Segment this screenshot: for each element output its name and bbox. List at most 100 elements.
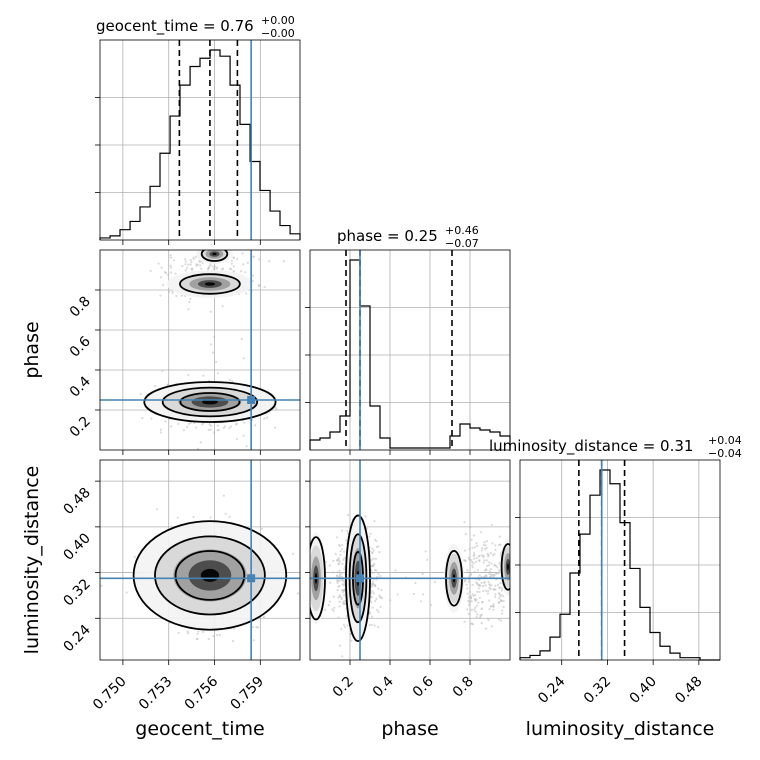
sample-point bbox=[167, 290, 171, 293]
sample-point bbox=[350, 639, 353, 642]
sample-point bbox=[216, 424, 219, 427]
sample-point bbox=[153, 385, 157, 388]
sample-point bbox=[340, 588, 344, 592]
sample-point bbox=[483, 548, 487, 551]
sample-point bbox=[184, 260, 188, 263]
sample-point bbox=[494, 548, 497, 551]
sample-point bbox=[478, 559, 481, 562]
sample-point bbox=[341, 655, 344, 658]
sample-point bbox=[494, 584, 497, 587]
sample-point bbox=[476, 590, 479, 593]
sample-point bbox=[480, 531, 483, 534]
sample-point bbox=[342, 593, 346, 597]
sample-point bbox=[255, 625, 258, 629]
sample-point bbox=[498, 586, 501, 589]
sample-point bbox=[196, 263, 199, 266]
sample-point bbox=[342, 550, 346, 553]
sample-point bbox=[337, 596, 340, 599]
title-phase-plus: +0.46 bbox=[445, 224, 479, 237]
sample-point bbox=[466, 592, 469, 595]
density-level-4 bbox=[212, 252, 217, 256]
sample-point bbox=[371, 590, 374, 593]
sample-point bbox=[133, 555, 136, 559]
sample-point bbox=[375, 597, 378, 600]
sample-point bbox=[486, 617, 489, 620]
sample-point bbox=[263, 286, 266, 289]
sample-point bbox=[502, 595, 505, 598]
sample-point bbox=[189, 258, 192, 262]
sample-point bbox=[372, 549, 375, 552]
sample-point bbox=[467, 596, 471, 599]
sample-point bbox=[493, 588, 496, 591]
density-level-4 bbox=[200, 568, 220, 582]
sample-point bbox=[218, 633, 222, 637]
sample-point bbox=[499, 619, 503, 622]
sample-point bbox=[207, 267, 210, 270]
sample-point bbox=[480, 554, 484, 557]
xtick-label-geocent-time-3: 0.759 bbox=[227, 674, 267, 714]
sample-point bbox=[235, 437, 239, 441]
sample-point bbox=[482, 543, 485, 547]
title-luminosity-distance-minus: −0.04 bbox=[708, 447, 742, 460]
sample-point bbox=[260, 527, 264, 530]
sample-point bbox=[368, 535, 371, 538]
sample-point bbox=[370, 623, 373, 626]
sample-point bbox=[169, 254, 172, 257]
sample-point bbox=[209, 516, 212, 519]
sample-point bbox=[187, 263, 190, 266]
sample-point bbox=[497, 572, 500, 575]
sample-point bbox=[200, 267, 203, 270]
sample-point bbox=[483, 559, 486, 562]
sample-point bbox=[342, 600, 345, 603]
sample-point bbox=[342, 558, 345, 561]
sample-point bbox=[481, 601, 484, 604]
sample-point bbox=[492, 603, 495, 606]
sample-point bbox=[474, 606, 477, 609]
sample-point bbox=[377, 572, 380, 576]
sample-point bbox=[337, 616, 340, 619]
sample-point bbox=[426, 558, 429, 561]
sample-point bbox=[333, 606, 336, 609]
sample-point bbox=[184, 263, 187, 266]
ytick-label-luminosity-distance-3: 0.48 bbox=[60, 485, 93, 518]
sample-point bbox=[474, 610, 477, 613]
sample-point bbox=[377, 587, 380, 590]
sample-point bbox=[472, 594, 475, 598]
contour-0 bbox=[132, 520, 288, 631]
sample-point bbox=[488, 607, 491, 611]
sample-point bbox=[340, 597, 343, 601]
sample-point bbox=[201, 422, 205, 425]
sample-point bbox=[177, 631, 180, 635]
sample-point bbox=[463, 620, 466, 624]
sample-point bbox=[336, 571, 339, 574]
ylabel-phase: phase bbox=[21, 321, 43, 378]
panel-content bbox=[139, 250, 285, 450]
sample-point bbox=[232, 265, 235, 268]
sample-point bbox=[338, 543, 341, 547]
sample-point bbox=[489, 588, 492, 591]
contour-2 bbox=[174, 550, 246, 601]
sample-point bbox=[199, 441, 202, 444]
panel-hist-phase bbox=[309, 249, 511, 451]
sample-point bbox=[475, 556, 478, 560]
xlabel-luminosity-distance: luminosity_distance bbox=[526, 718, 715, 740]
sample-point bbox=[344, 599, 347, 603]
title-geocent-time-plus: +0.00 bbox=[261, 14, 295, 27]
sample-point bbox=[282, 260, 285, 263]
panel-frame bbox=[99, 249, 301, 451]
sample-point bbox=[341, 562, 344, 565]
sample-point bbox=[484, 584, 487, 587]
sample-point bbox=[197, 630, 200, 633]
panel-frame bbox=[99, 39, 301, 241]
panel-hist-luminosity-distance bbox=[519, 459, 721, 661]
sample-point bbox=[472, 554, 475, 557]
title-geocent-time-minus: −0.00 bbox=[261, 27, 295, 40]
sample-point bbox=[488, 570, 491, 573]
sample-point bbox=[420, 600, 423, 603]
sample-point bbox=[141, 416, 144, 420]
sample-point bbox=[364, 515, 367, 518]
histogram-phase bbox=[309, 259, 511, 450]
title-luminosity-distance: luminosity_distance = 0.31 bbox=[489, 437, 693, 456]
sample-point bbox=[342, 602, 345, 606]
sample-point bbox=[466, 568, 469, 572]
